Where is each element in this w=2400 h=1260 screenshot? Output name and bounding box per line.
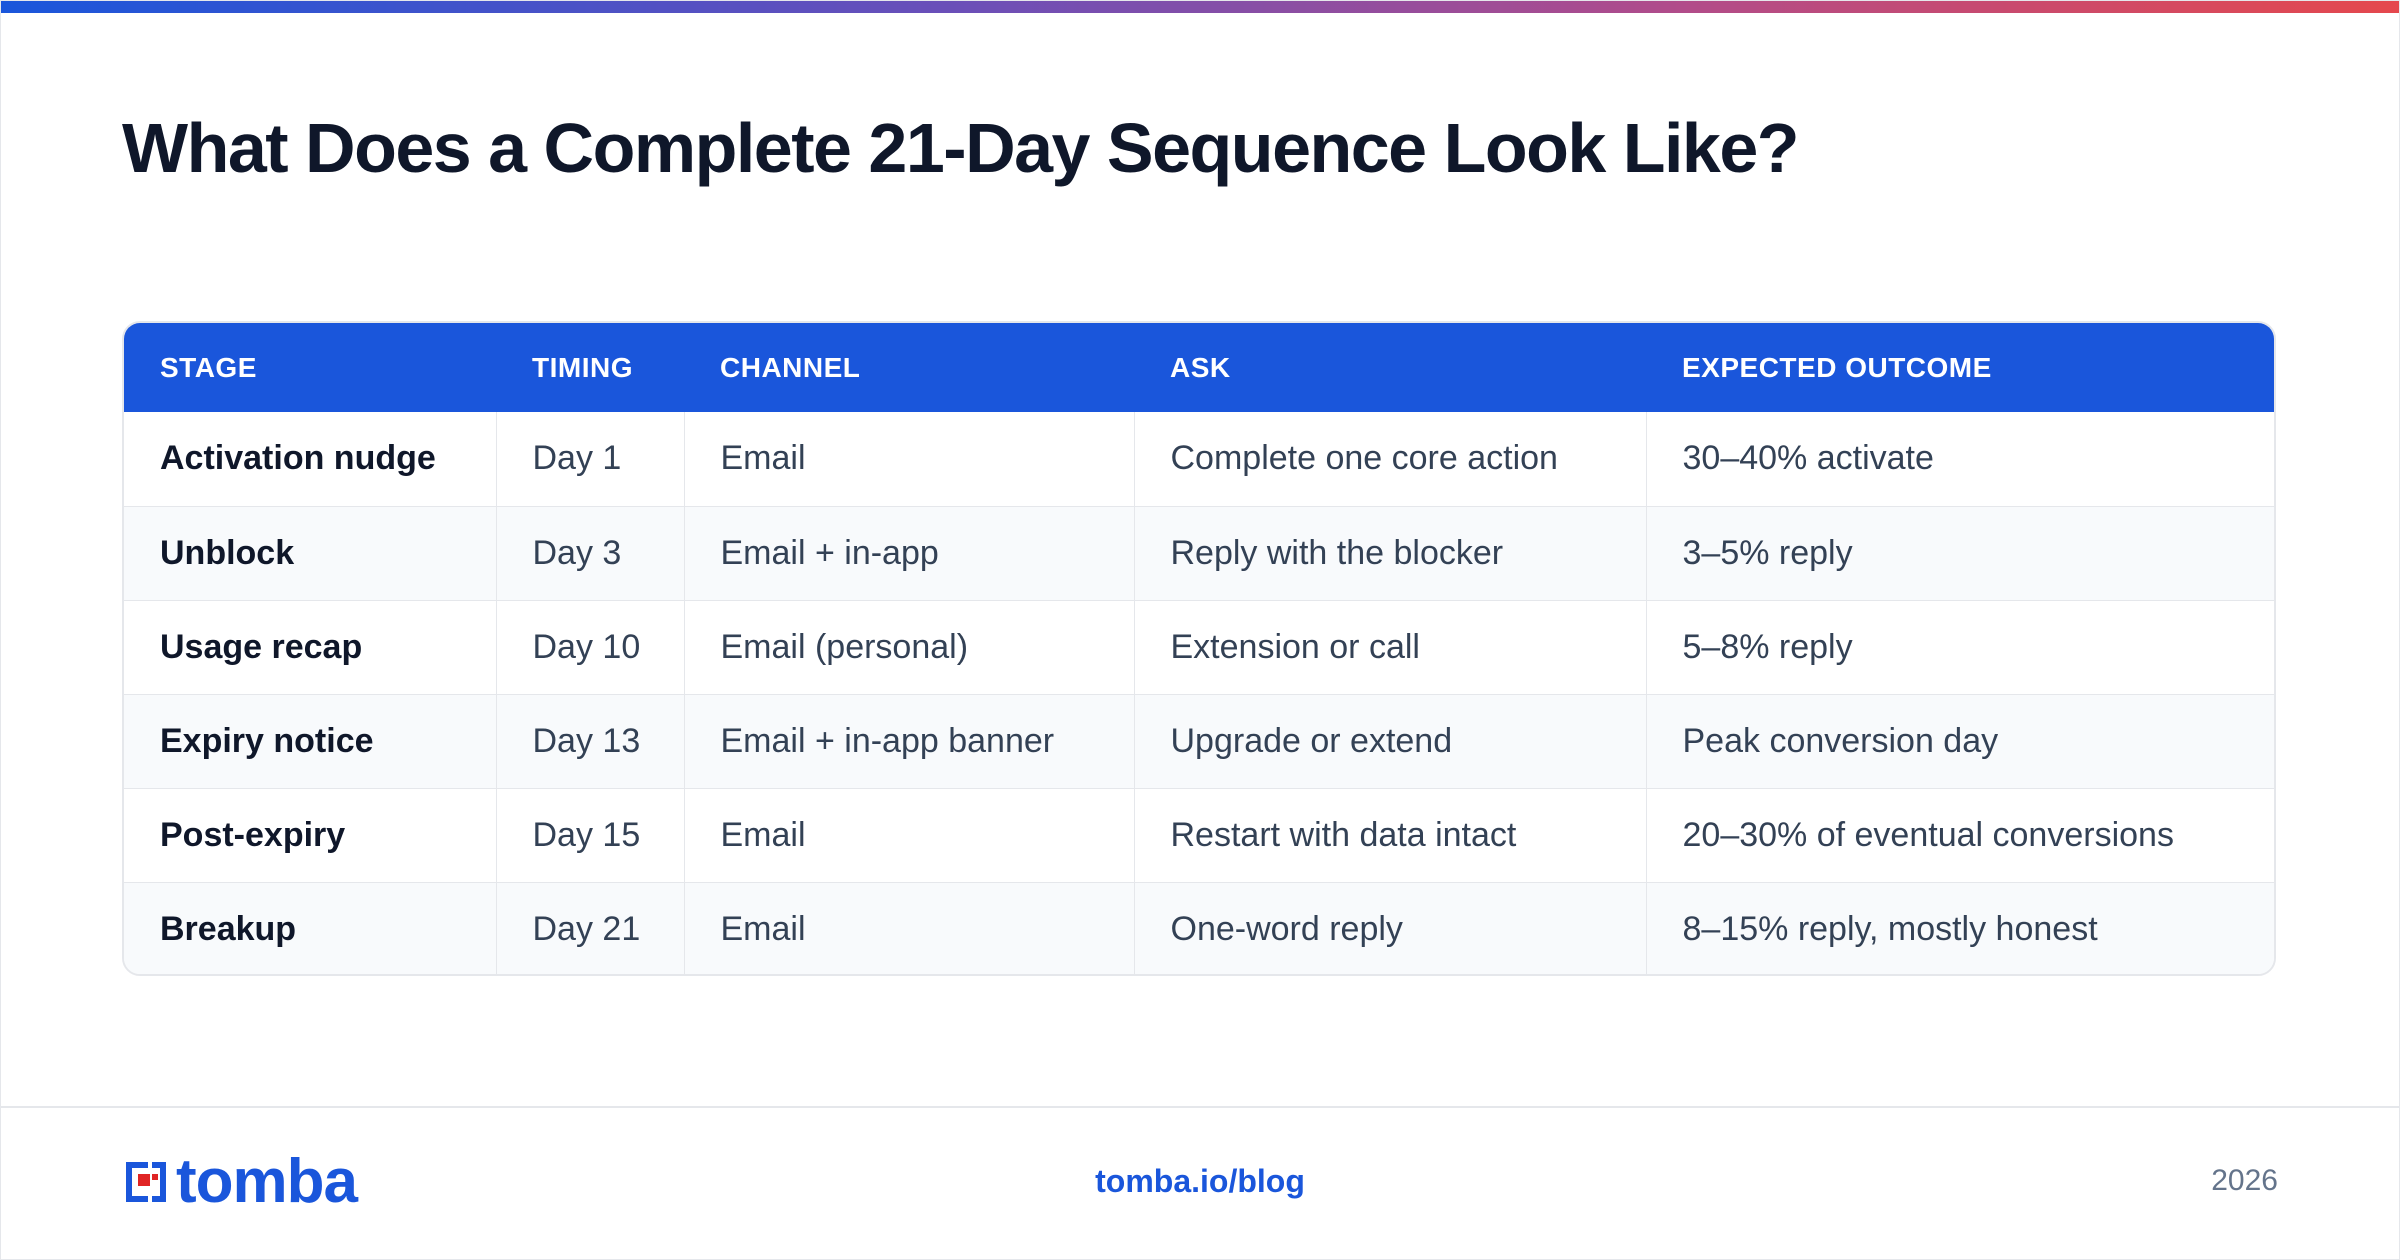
page-title: What Does a Complete 21-Day Sequence Loo… (122, 109, 1800, 187)
footer-year: 2026 (2211, 1164, 2278, 1197)
cell-timing: Day 10 (495, 599, 684, 694)
blog-link[interactable]: tomba.io/blog (1095, 1163, 1305, 1199)
cell-outcome: 8–15% reply, mostly honest (1645, 881, 2274, 974)
header-timing: TIMING (532, 351, 633, 383)
top-gradient-bar (0, 0, 2400, 13)
cell-ask: Extension or call (1133, 599, 1646, 694)
cell-stage: Post-expiry (124, 787, 496, 882)
cell-ask: Reply with the blocker (1133, 505, 1646, 600)
table-row: Unblock Day 3 Email + in-app Reply with … (124, 505, 2274, 600)
cell-channel: Email (683, 412, 1134, 506)
table-row: Expiry notice Day 13 Email + in-app bann… (124, 693, 2274, 788)
header-channel: CHANNEL (720, 351, 861, 383)
header-expected-outcome: EXPECTED OUTCOME (1682, 351, 1992, 383)
cell-stage: Breakup (124, 881, 496, 974)
table-row: Breakup Day 21 Email One-word reply 8–15… (124, 881, 2274, 974)
cell-timing: Day 21 (495, 881, 684, 974)
cell-stage: Unblock (124, 505, 496, 600)
header-stage: STAGE (160, 351, 257, 383)
cell-channel: Email (683, 881, 1134, 974)
cell-ask: One-word reply (1133, 881, 1646, 974)
cell-outcome: 20–30% of eventual conversions (1645, 787, 2274, 882)
table-row: Activation nudge Day 1 Email Complete on… (124, 412, 2274, 506)
header-ask: ASK (1170, 351, 1231, 383)
sequence-table-grid: STAGE TIMING CHANNEL ASK EXPECTED OUTCOM… (124, 323, 2274, 974)
tomba-logo: tomba (122, 1147, 358, 1216)
cell-timing: Day 15 (495, 787, 684, 882)
table-row: Post-expiry Day 15 Email Restart with da… (124, 787, 2274, 882)
cell-stage: Usage recap (124, 599, 496, 694)
table-row: Usage recap Day 10 Email (personal) Exte… (124, 599, 2274, 694)
tomba-logo-icon (126, 1162, 166, 1202)
cell-ask: Complete one core action (1133, 412, 1646, 506)
sequence-table: STAGE TIMING CHANNEL ASK EXPECTED OUTCOM… (122, 321, 2276, 976)
cell-outcome: Peak conversion day (1645, 693, 2274, 788)
cell-channel: Email (683, 787, 1134, 882)
cell-channel: Email + in-app (683, 505, 1134, 600)
table-header-row: STAGE TIMING CHANNEL ASK EXPECTED OUTCOM… (124, 323, 2274, 412)
footer-divider (0, 1106, 2400, 1108)
cell-timing: Day 13 (495, 693, 684, 788)
cell-channel: Email (personal) (683, 599, 1134, 694)
cell-outcome: 5–8% reply (1645, 599, 2274, 694)
brand-name: tomba (176, 1147, 358, 1216)
cell-ask: Upgrade or extend (1133, 693, 1646, 788)
cell-outcome: 30–40% activate (1645, 412, 2274, 506)
cell-timing: Day 3 (495, 505, 684, 600)
cell-stage: Activation nudge (160, 439, 436, 478)
cell-channel: Email + in-app banner (683, 693, 1134, 788)
cell-timing: Day 1 (495, 412, 684, 506)
cell-outcome: 3–5% reply (1645, 505, 2274, 600)
cell-stage: Expiry notice (124, 693, 496, 788)
cell-ask: Restart with data intact (1133, 787, 1646, 882)
